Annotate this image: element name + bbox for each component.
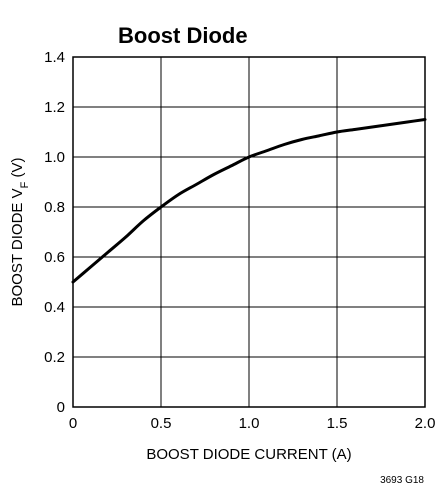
y-tick-label: 0.4 [44,299,65,316]
x-tick-label: 0.5 [151,415,172,432]
y-tick-label: 1.2 [44,99,65,116]
y-tick-label: 1.0 [44,149,65,166]
y-tick-label: 0.2 [44,349,65,366]
x-tick-label: 2.0 [415,415,436,432]
chart-title: Boost Diode [118,23,248,48]
x-axis-label: BOOST DIODE CURRENT (A) [146,446,351,463]
y-axis-label-sub: F [19,181,31,188]
y-tick-label: 0 [57,399,65,416]
x-tick-label: 1.0 [239,415,260,432]
x-tick-label: 0 [69,415,77,432]
figure-id: 3693 G18 [380,475,424,486]
grid [72,56,426,408]
y-axis-label-unit: (V) [9,158,26,182]
y-axis-label: BOOST DIODE VF (V) [9,158,31,307]
y-tick-label: 0.6 [44,249,65,266]
x-tick-labels: 0 0.5 1.0 1.5 2.0 [69,415,436,432]
series-line [71,118,427,284]
plot-frame [72,56,426,408]
y-tick-labels: 0 0.2 0.4 0.6 0.8 1.0 1.2 1.4 [44,49,65,416]
y-axis-label-main: BOOST DIODE V [9,188,26,306]
y-tick-label: 1.4 [44,49,65,66]
x-tick-label: 1.5 [327,415,348,432]
y-tick-label: 0.8 [44,199,65,216]
